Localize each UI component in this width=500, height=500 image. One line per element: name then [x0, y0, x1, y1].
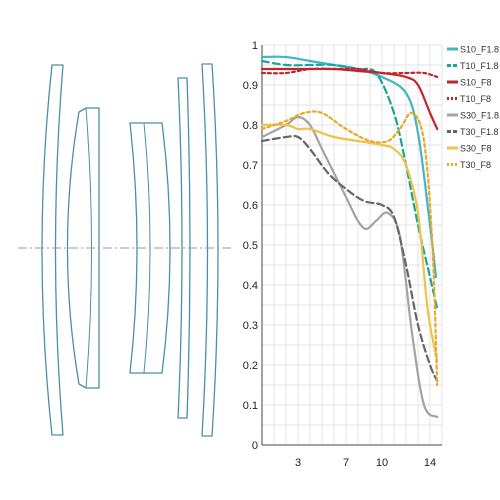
y-tick-label: 0.1: [243, 400, 258, 412]
y-tick-label: 0.6: [243, 200, 258, 212]
series-line-S30_F8: [260, 123, 439, 363]
series-lines: [260, 55, 439, 419]
y-tick-label: 0.5: [243, 240, 258, 252]
mtf-chart: 0 0.1 0.2 0.3 0.4 0.5 0.6 0.7 0.8 0.9 1 3 7 10 14 S10…: [243, 40, 499, 469]
legend-label: S30_F1.8: [460, 111, 499, 121]
legend-label: T30_F1.8: [460, 127, 499, 137]
series-line-S30_F1.8: [260, 115, 439, 419]
meniscus-lens-3: [201, 63, 219, 437]
series-line-S10_F1.8: [260, 55, 438, 279]
legend-label: S30_F8: [460, 144, 492, 154]
y-tick-label: 1: [252, 40, 258, 52]
legend-label: S10_F8: [460, 78, 492, 88]
x-tick-label: 10: [376, 457, 388, 469]
x-tick-label: 7: [343, 457, 349, 469]
series-line-T10_F8: [260, 67, 439, 79]
legend-label: T10_F1.8: [460, 61, 499, 71]
y-tick-label: 0: [252, 440, 258, 452]
legend: S10_F1.8 T10_F1.8 S10_F8 T10_F8 S30_F1.8 T30_…: [447, 45, 499, 170]
legend-label: T10_F8: [460, 94, 491, 104]
series-line-T30_F8: [260, 110, 439, 387]
y-tick-labels: 0 0.1 0.2 0.3 0.4 0.5 0.6 0.7 0.8 0.9 1: [243, 40, 258, 452]
grid: [262, 44, 443, 445]
lens-diagram: [41, 63, 219, 437]
meniscus-lens-1: [41, 64, 64, 436]
lens-group-left-inner: [85, 107, 92, 389]
legend-label: T30_F8: [460, 160, 491, 170]
y-tick-label: 0.4: [243, 280, 258, 292]
x-tick-labels: 3 7 10 14: [295, 457, 436, 469]
legend-label: S10_F1.8: [460, 45, 499, 55]
y-tick-label: 0.9: [243, 80, 258, 92]
y-tick-label: 0.7: [243, 160, 258, 172]
y-tick-label: 0.2: [243, 360, 258, 372]
series-line-T30_F1.8: [260, 134, 439, 383]
y-tick-label: 0.3: [243, 320, 258, 332]
x-tick-label: 14: [424, 457, 436, 469]
y-tick-label: 0.8: [243, 120, 258, 132]
x-tick-label: 3: [295, 457, 301, 469]
